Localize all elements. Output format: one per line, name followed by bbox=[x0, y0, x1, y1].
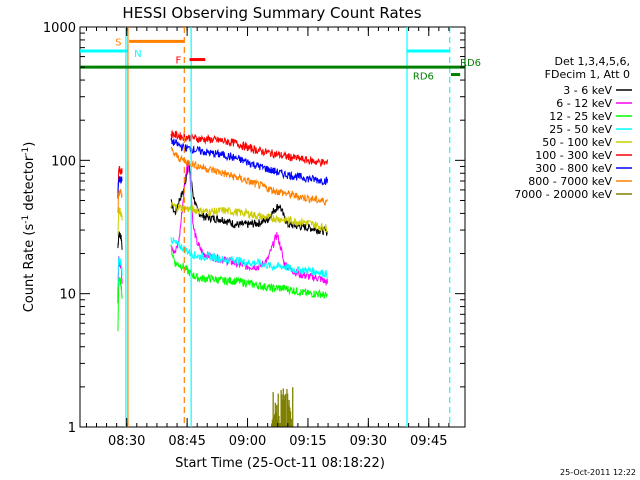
flag-label: F bbox=[176, 56, 182, 67]
legend-label: 100 - 300 keV bbox=[535, 149, 612, 162]
series-line bbox=[117, 276, 123, 332]
series-layer bbox=[117, 130, 329, 427]
series-line bbox=[170, 161, 329, 286]
x-tick-label: 09:45 bbox=[410, 434, 447, 449]
legend-label: 3 - 6 keV bbox=[563, 84, 612, 97]
series-line bbox=[117, 231, 123, 250]
chart-title: HESSI Observing Summary Count Rates bbox=[122, 4, 421, 22]
legend-label: 6 - 12 keV bbox=[556, 97, 612, 110]
series-line bbox=[117, 165, 123, 193]
axis-layer: 1 10 100 1000 08:30 08:45 09:00 09:15 09:30 09:45 bbox=[43, 21, 465, 449]
series-line bbox=[117, 256, 123, 288]
y-tick-label: 10 bbox=[59, 288, 76, 303]
flag-label: N bbox=[134, 49, 141, 60]
legend-label: 300 - 800 keV bbox=[535, 162, 612, 175]
legend: Det 1,3,4,5,6,FDecim 1, Att 0 3 - 6 keV6 … bbox=[514, 55, 632, 201]
x-tick-label: 09:00 bbox=[229, 434, 266, 449]
y-tick-label: 1000 bbox=[43, 21, 76, 36]
x-tick-label: 08:30 bbox=[108, 434, 145, 449]
series-line bbox=[170, 237, 328, 279]
legend-label: 25 - 50 keV bbox=[549, 123, 612, 136]
y-axis-label: Count Rate (s-1 detector-1) bbox=[21, 142, 37, 313]
x-tick-label: 09:30 bbox=[350, 434, 387, 449]
series-line bbox=[170, 130, 329, 168]
legend-label: 7000 - 20000 keV bbox=[514, 188, 612, 201]
legend-label: 50 - 100 keV bbox=[542, 136, 612, 149]
x-axis-label: Start Time (25-Oct-11 08:18:22) bbox=[175, 456, 385, 471]
y-tick-label: 100 bbox=[51, 154, 76, 169]
legend-header: FDecim 1, Att 0 bbox=[545, 68, 630, 81]
series-line bbox=[170, 244, 328, 299]
series-line bbox=[117, 176, 123, 199]
flag-label: RD6 bbox=[413, 72, 434, 83]
x-tick-label: 08:45 bbox=[168, 434, 205, 449]
series-line bbox=[117, 207, 123, 235]
series-line bbox=[117, 188, 123, 213]
series-line bbox=[170, 163, 329, 236]
series-line bbox=[170, 146, 329, 206]
legend-label: 800 - 7000 keV bbox=[528, 175, 612, 188]
series-line bbox=[170, 137, 329, 186]
marker-layer: S N F RD6 RD6 bbox=[80, 27, 481, 427]
x-tick-label: 09:15 bbox=[289, 434, 326, 449]
flag-label: S bbox=[115, 37, 121, 48]
y-tick-label: 1 bbox=[68, 421, 76, 436]
series-line bbox=[170, 201, 329, 233]
plot-frame bbox=[79, 26, 466, 428]
flag-label: RD6 bbox=[460, 58, 481, 69]
legend-label: 12 - 25 keV bbox=[549, 110, 612, 123]
legend-header: Det 1,3,4,5,6, bbox=[554, 55, 630, 68]
timestamp: 25-Oct-2011 12:22 bbox=[560, 468, 636, 477]
